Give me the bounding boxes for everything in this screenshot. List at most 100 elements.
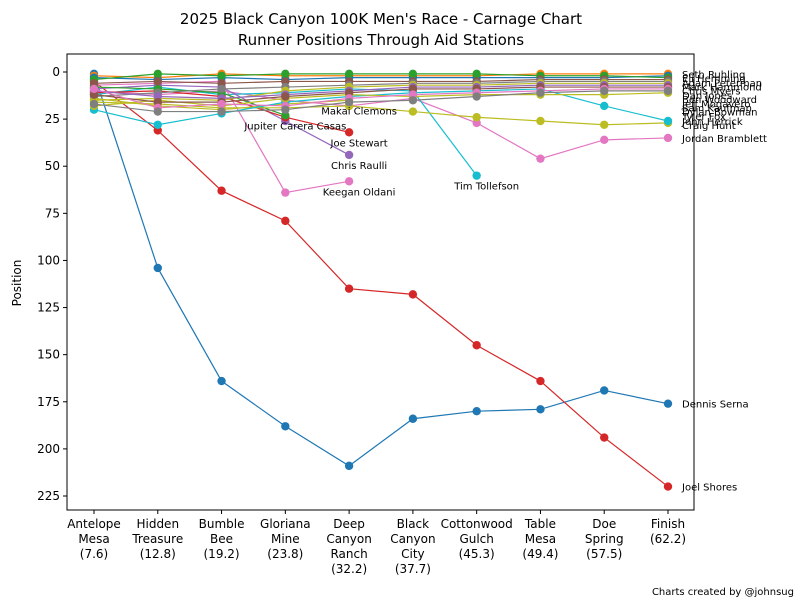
x-tick-label: Black Canyon City (37.7) [390,517,435,576]
y-tick-label: 50 [45,159,60,173]
data-point [536,88,545,97]
runner-label: Jupiter Carera Casas [243,121,346,132]
chart-title: 2025 Black Canyon 100K Men's Race - Carn… [180,10,582,28]
x-axis-ticks: Antelope Mesa (7.6)Hidden Treasure (12.8) Bum… [67,510,686,576]
data-point [89,84,99,94]
data-point [600,135,609,145]
data-point [344,97,354,107]
data-point [536,405,545,414]
series-line [93,92,669,107]
chart-subtitle: Runner Positions Through Aid Stations [238,31,524,49]
series-line [93,78,668,84]
data-point [217,107,226,116]
runner-label: Dennis Serna [682,400,749,411]
series-line [93,73,668,79]
data-point [600,86,609,96]
data-point [344,284,354,293]
x-tick-label: Cottonwood Gulch (45.3) [441,517,513,561]
y-tick-label: 100 [37,253,60,267]
data-point [153,69,162,79]
data-point [217,186,226,195]
data-point [600,433,609,442]
data-point [281,69,290,79]
data-point [217,71,226,80]
series-line [93,80,668,98]
y-tick-label: 200 [37,442,60,456]
series-line [93,90,669,160]
runner-label: John Herrick [681,117,743,128]
data-point [472,407,481,416]
runner-label: Jeff Mogavero [681,99,750,110]
x-tick-label: Table Mesa (49.4) [522,517,558,561]
y-tick-label: 25 [45,112,60,126]
series-points [89,69,673,491]
data-point [663,399,673,408]
y-axis-ticks: 0 25 50 75 100 125 150 175 200 225 [37,65,67,503]
data-point [600,386,609,395]
y-tick-label: 150 [37,348,60,362]
series-line [93,88,668,109]
runner-label: Tim Tollefson [453,182,519,193]
runner-label: Tyler Fox [681,112,726,123]
runner-label: Craig Hunt [682,121,736,132]
runner-label: Mark Hammond [682,82,762,93]
series-line [93,84,668,99]
x-tick-label: Finish (62.2) [650,517,686,546]
runner-label: Keegan Oldani [323,187,396,198]
runner-label: Seth Ruhling [682,70,745,81]
runner-label: Ben Woodward [682,95,757,106]
data-point [472,92,481,101]
data-point [281,92,290,101]
series-line [93,75,669,81]
data-point [408,107,418,116]
data-point [663,133,673,143]
data-point [217,84,226,94]
data-point [344,150,354,160]
runner-label: Dylan Bowman [682,108,757,119]
data-point [408,414,418,423]
data-point [153,263,162,273]
y-tick-label: 225 [37,489,60,503]
runner-label: Jordan Bramblett [681,134,767,145]
data-point [663,86,673,96]
y-tick-label: 125 [37,301,60,315]
series-line [93,86,668,103]
data-point [281,422,290,431]
data-point [281,188,290,197]
plot-area [66,53,695,511]
series-line [93,88,669,126]
data-point [153,77,162,86]
x-tick-label: Bumble Bee (19.2) [199,517,245,561]
x-tick-label: Deep Canyon Ranch (32.2) [326,517,371,576]
runner-label: Eli Hemming [682,74,746,85]
series-line [93,73,669,467]
series-line [93,73,669,81]
x-tick-label: Doe Spring (57.5) [585,517,624,561]
data-point [472,171,481,180]
data-point [663,116,673,126]
data-point [600,120,609,129]
data-point [408,69,418,79]
x-tick-label: Hidden Treasure (12.8) [131,517,183,561]
y-tick-label: 0 [52,65,60,79]
data-point [408,96,418,105]
data-point [153,107,162,116]
series-line [93,80,669,488]
data-point [536,376,545,386]
runner-label: Joe Stewart [330,138,388,149]
data-point [472,113,481,122]
data-point [472,69,481,79]
data-point [217,99,226,109]
runner-label: Joel Shores [681,483,737,494]
y-axis-label: Position [10,260,24,307]
data-point [344,69,354,79]
data-point [472,341,481,350]
data-point [536,154,545,163]
series-line [93,90,668,113]
x-tick-label: Antelope Mesa (7.6) [67,517,121,561]
y-tick-label: 175 [37,395,60,409]
data-point [281,216,290,226]
data-point [663,482,673,491]
data-point [281,105,290,114]
